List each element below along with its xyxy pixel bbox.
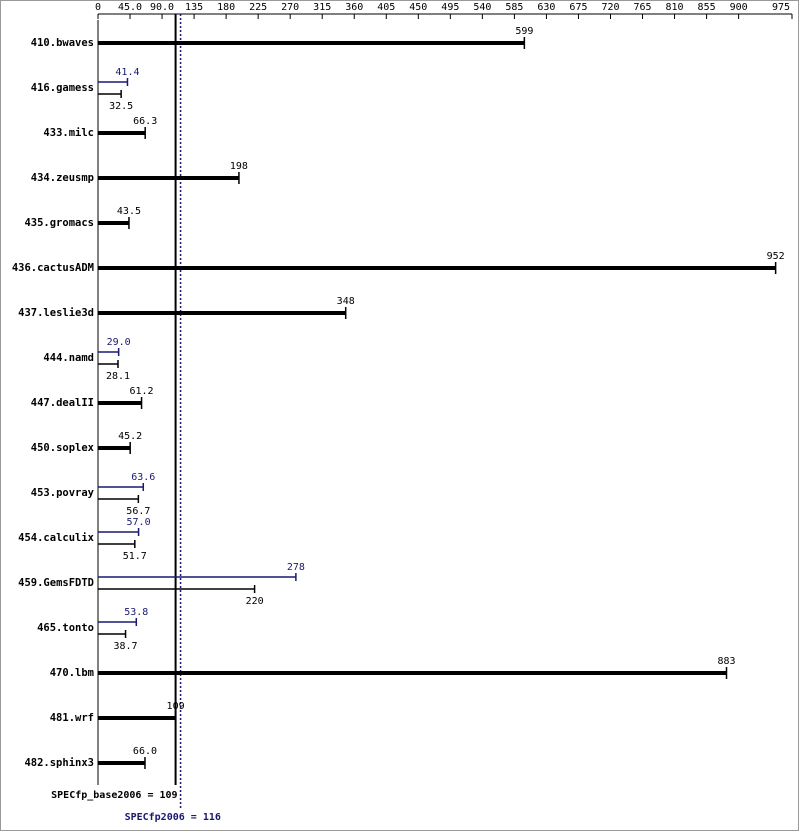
x-tick-label: 450 [409, 2, 427, 13]
category-label: 435.gromacs [24, 217, 94, 229]
value-label: 952 [767, 251, 785, 262]
x-tick-label: 810 [666, 2, 684, 13]
x-tick-label: 765 [633, 2, 651, 13]
value-label: 198 [230, 161, 248, 172]
category-label: 482.sphinx3 [24, 757, 94, 769]
category-label: 436.cactusADM [12, 262, 94, 274]
category-label: 444.namd [43, 352, 94, 364]
value-label: 53.8 [124, 607, 148, 618]
value-label: 61.2 [130, 386, 154, 397]
category-label: 465.tonto [37, 622, 94, 634]
value-label: 63.6 [131, 472, 155, 483]
category-label: 450.soplex [31, 442, 95, 454]
x-tick-label: 630 [537, 2, 555, 13]
reference-label: SPECfp_base2006 = 109 [51, 790, 177, 801]
category-label: 410.bwaves [31, 37, 94, 49]
category-label: 481.wrf [50, 712, 94, 724]
category-label: 434.zeusmp [31, 172, 94, 184]
value-label: 38.7 [113, 641, 137, 652]
value-label: 29.0 [107, 337, 131, 348]
value-label: 883 [717, 656, 735, 667]
value-label: 220 [246, 596, 264, 607]
value-label: 51.7 [123, 551, 147, 562]
value-label: 66.0 [133, 746, 157, 757]
x-tick-label: 225 [249, 2, 267, 13]
value-label: 56.7 [126, 506, 150, 517]
value-label: 278 [287, 562, 305, 573]
x-tick-label: 975 [772, 2, 790, 13]
value-label: 32.5 [109, 101, 133, 112]
reference-label: SPECfp2006 = 116 [125, 812, 221, 823]
value-label: 45.2 [118, 431, 142, 442]
x-tick-label: 360 [345, 2, 363, 13]
value-label: 348 [337, 296, 355, 307]
category-label: 470.lbm [50, 667, 94, 679]
x-tick-label: 135 [185, 2, 203, 13]
value-label: 57.0 [127, 517, 151, 528]
x-tick-label: 0 [95, 2, 101, 13]
category-label: 447.dealII [31, 397, 94, 409]
x-tick-label: 180 [217, 2, 235, 13]
x-tick-label: 405 [377, 2, 395, 13]
x-tick-label: 315 [313, 2, 331, 13]
x-tick-label: 540 [473, 2, 491, 13]
x-tick-label: 270 [281, 2, 299, 13]
value-label: 28.1 [106, 371, 130, 382]
x-tick-label: 495 [441, 2, 459, 13]
x-tick-label: 90.0 [150, 2, 174, 13]
category-label: 459.GemsFDTD [18, 577, 94, 589]
value-label: 43.5 [117, 206, 141, 217]
category-label: 454.calculix [18, 532, 95, 544]
x-tick-label: 585 [505, 2, 523, 13]
category-label: 453.povray [31, 487, 95, 499]
x-tick-label: 675 [569, 2, 587, 13]
x-tick-label: 720 [601, 2, 619, 13]
value-label: 599 [515, 26, 533, 37]
value-label: 66.3 [133, 116, 157, 127]
category-label: 416.gamess [31, 82, 94, 94]
value-label: 41.4 [115, 67, 139, 78]
category-label: 433.milc [43, 127, 94, 139]
category-label: 437.leslie3d [18, 307, 94, 319]
value-label: 109 [167, 701, 185, 712]
x-tick-label: 855 [698, 2, 716, 13]
x-tick-label: 900 [730, 2, 748, 13]
x-tick-label: 45.0 [118, 2, 142, 13]
